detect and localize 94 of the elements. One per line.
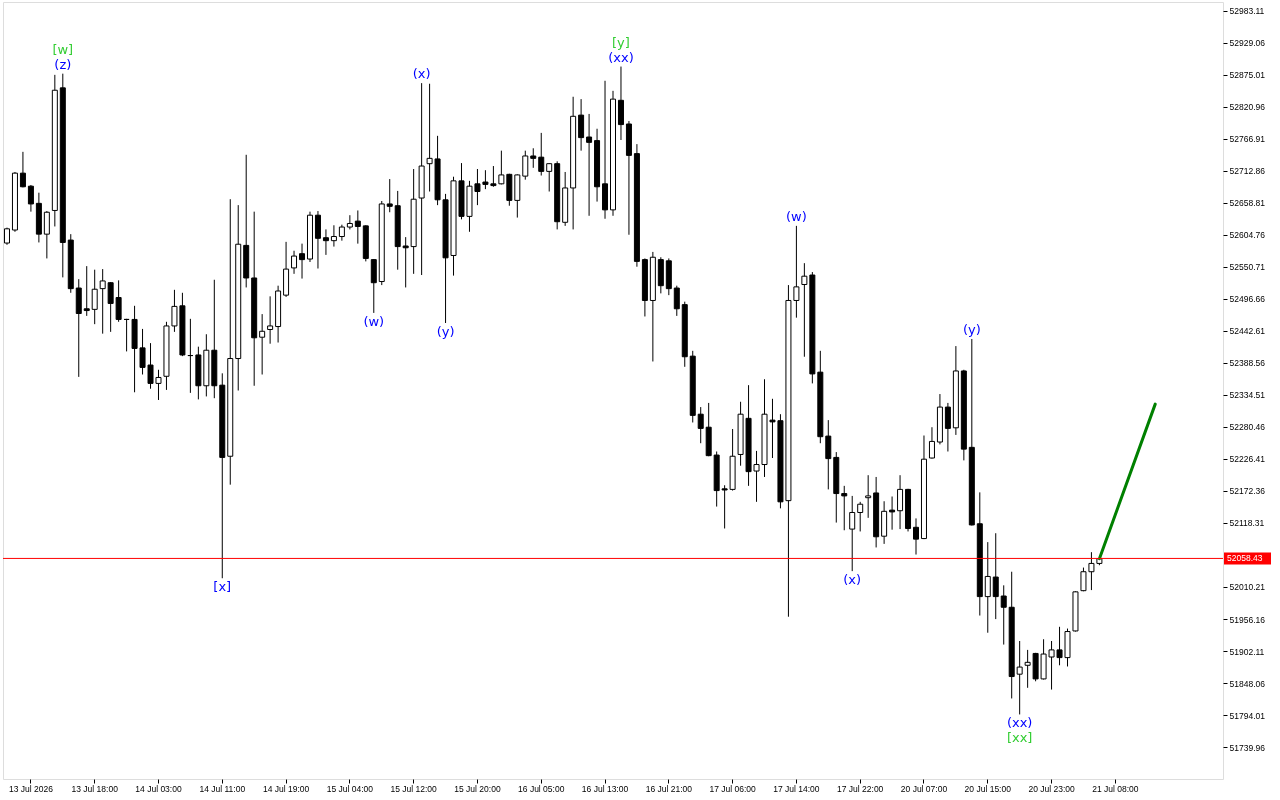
annotation: (y) xyxy=(436,323,455,339)
y-tick-label: 52334.51 xyxy=(1229,390,1266,401)
y-tick-label: 51739.96 xyxy=(1229,742,1266,753)
x-tick-label: 20 Jul 15:00 xyxy=(964,783,1012,794)
annotation: (w) xyxy=(363,313,385,329)
y-tick-label: 51794.01 xyxy=(1229,710,1266,721)
candlestick xyxy=(267,295,274,345)
candlestick xyxy=(984,541,991,634)
candlestick xyxy=(841,485,848,531)
y-tick-label: 52226.41 xyxy=(1229,454,1266,465)
candlestick xyxy=(386,178,393,213)
y-tick-label: 52010.21 xyxy=(1229,582,1266,593)
candlestick xyxy=(944,402,951,452)
candlestick xyxy=(538,132,545,177)
candlestick xyxy=(19,151,26,188)
candlestick xyxy=(83,265,90,317)
x-tick-label: 17 Jul 22:00 xyxy=(837,783,884,794)
annotation: (xx) xyxy=(608,49,634,65)
y-tick-label: 52496.66 xyxy=(1229,294,1266,305)
y-tick-label: 52280.46 xyxy=(1229,422,1266,433)
annotation: (x) xyxy=(412,66,431,82)
candlestick xyxy=(354,209,361,245)
candlestick xyxy=(27,184,34,213)
y-tick-label: 52118.31 xyxy=(1229,518,1265,529)
y-tick-label: 51902.11 xyxy=(1229,646,1265,657)
annotation: (xx) xyxy=(1006,715,1033,731)
y-tick-label: 52875.01 xyxy=(1229,70,1266,81)
candlestick xyxy=(522,150,529,181)
candlestick xyxy=(897,474,904,530)
y-tick-label: 52604.76 xyxy=(1229,230,1266,241)
y-tick-label: 52550.71 xyxy=(1229,262,1266,273)
candlestick xyxy=(1000,584,1007,646)
x-tick-label: 14 Jul 11:00 xyxy=(199,783,246,794)
candlestick xyxy=(370,258,377,314)
candlestick xyxy=(578,98,585,152)
annotation: (w) xyxy=(786,208,807,224)
x-tick-label: 21 Jul 08:00 xyxy=(1092,783,1139,794)
y-tick-label: 52820.96 xyxy=(1229,102,1266,113)
candlestick xyxy=(402,236,409,288)
annotation: (x) xyxy=(843,572,862,588)
x-tick-label: 16 Jul 13:00 xyxy=(581,783,629,794)
candlestick xyxy=(913,517,920,556)
annotation: [w] xyxy=(52,41,74,57)
candlestick xyxy=(992,532,999,620)
y-tick-label: 52712.86 xyxy=(1229,166,1266,177)
candlestick xyxy=(1016,640,1023,715)
annotation: (z) xyxy=(54,56,72,72)
candlestick xyxy=(91,269,98,325)
candlestick xyxy=(330,224,337,248)
x-tick-label: 13 Jul 18:00 xyxy=(71,783,119,794)
ref-line-label: 52058.43 xyxy=(1227,553,1263,564)
annotation: [xx] xyxy=(1006,730,1033,746)
candlestick xyxy=(673,285,680,317)
x-tick-label: 13 Jul 2026 xyxy=(8,783,54,794)
annotation: [y] xyxy=(612,34,630,50)
x-tick-label: 15 Jul 04:00 xyxy=(326,783,374,794)
candlestick xyxy=(586,113,593,217)
y-tick-label: 52388.56 xyxy=(1229,358,1266,369)
x-tick-label: 17 Jul 14:00 xyxy=(773,783,820,794)
candlestick xyxy=(322,228,329,256)
candlestick xyxy=(530,147,537,169)
candlestick xyxy=(849,495,856,572)
y-tick-label: 52983.11 xyxy=(1229,6,1265,17)
y-tick-label: 52442.61 xyxy=(1229,326,1266,337)
annotation: (y) xyxy=(962,321,981,337)
y-tick-label: 51848.06 xyxy=(1229,678,1266,689)
y-tick-label: 52929.06 xyxy=(1229,38,1266,49)
x-tick-label: 14 Jul 19:00 xyxy=(262,783,310,794)
x-tick-label: 20 Jul 07:00 xyxy=(900,783,948,794)
candlestick xyxy=(928,426,935,460)
candlestick xyxy=(314,210,321,269)
candlestick xyxy=(546,162,553,193)
y-tick-label: 52766.91 xyxy=(1229,134,1266,145)
y-tick-label: 52172.36 xyxy=(1229,486,1266,497)
candlestick xyxy=(889,496,896,531)
candlestick xyxy=(43,210,50,259)
x-tick-label: 15 Jul 20:00 xyxy=(454,783,501,794)
candlestick xyxy=(865,474,872,519)
candlestick xyxy=(259,313,266,376)
x-tick-label: 14 Jul 03:00 xyxy=(135,783,182,794)
candlestick xyxy=(857,501,864,532)
annotation: [x] xyxy=(213,579,232,595)
candlestick xyxy=(346,214,353,230)
y-tick-label: 51956.16 xyxy=(1229,614,1266,625)
x-tick-label: 16 Jul 05:00 xyxy=(518,783,565,794)
x-tick-label: 16 Jul 21:00 xyxy=(645,783,693,794)
y-tick-label: 52658.81 xyxy=(1229,198,1266,209)
candlestick xyxy=(299,243,306,280)
x-tick-label: 15 Jul 12:00 xyxy=(390,783,438,794)
x-tick-label: 17 Jul 06:00 xyxy=(709,783,757,794)
candlestick xyxy=(697,406,704,444)
x-tick-label: 20 Jul 23:00 xyxy=(1028,783,1075,794)
candlestick xyxy=(291,250,298,275)
candlestick xyxy=(825,419,832,490)
